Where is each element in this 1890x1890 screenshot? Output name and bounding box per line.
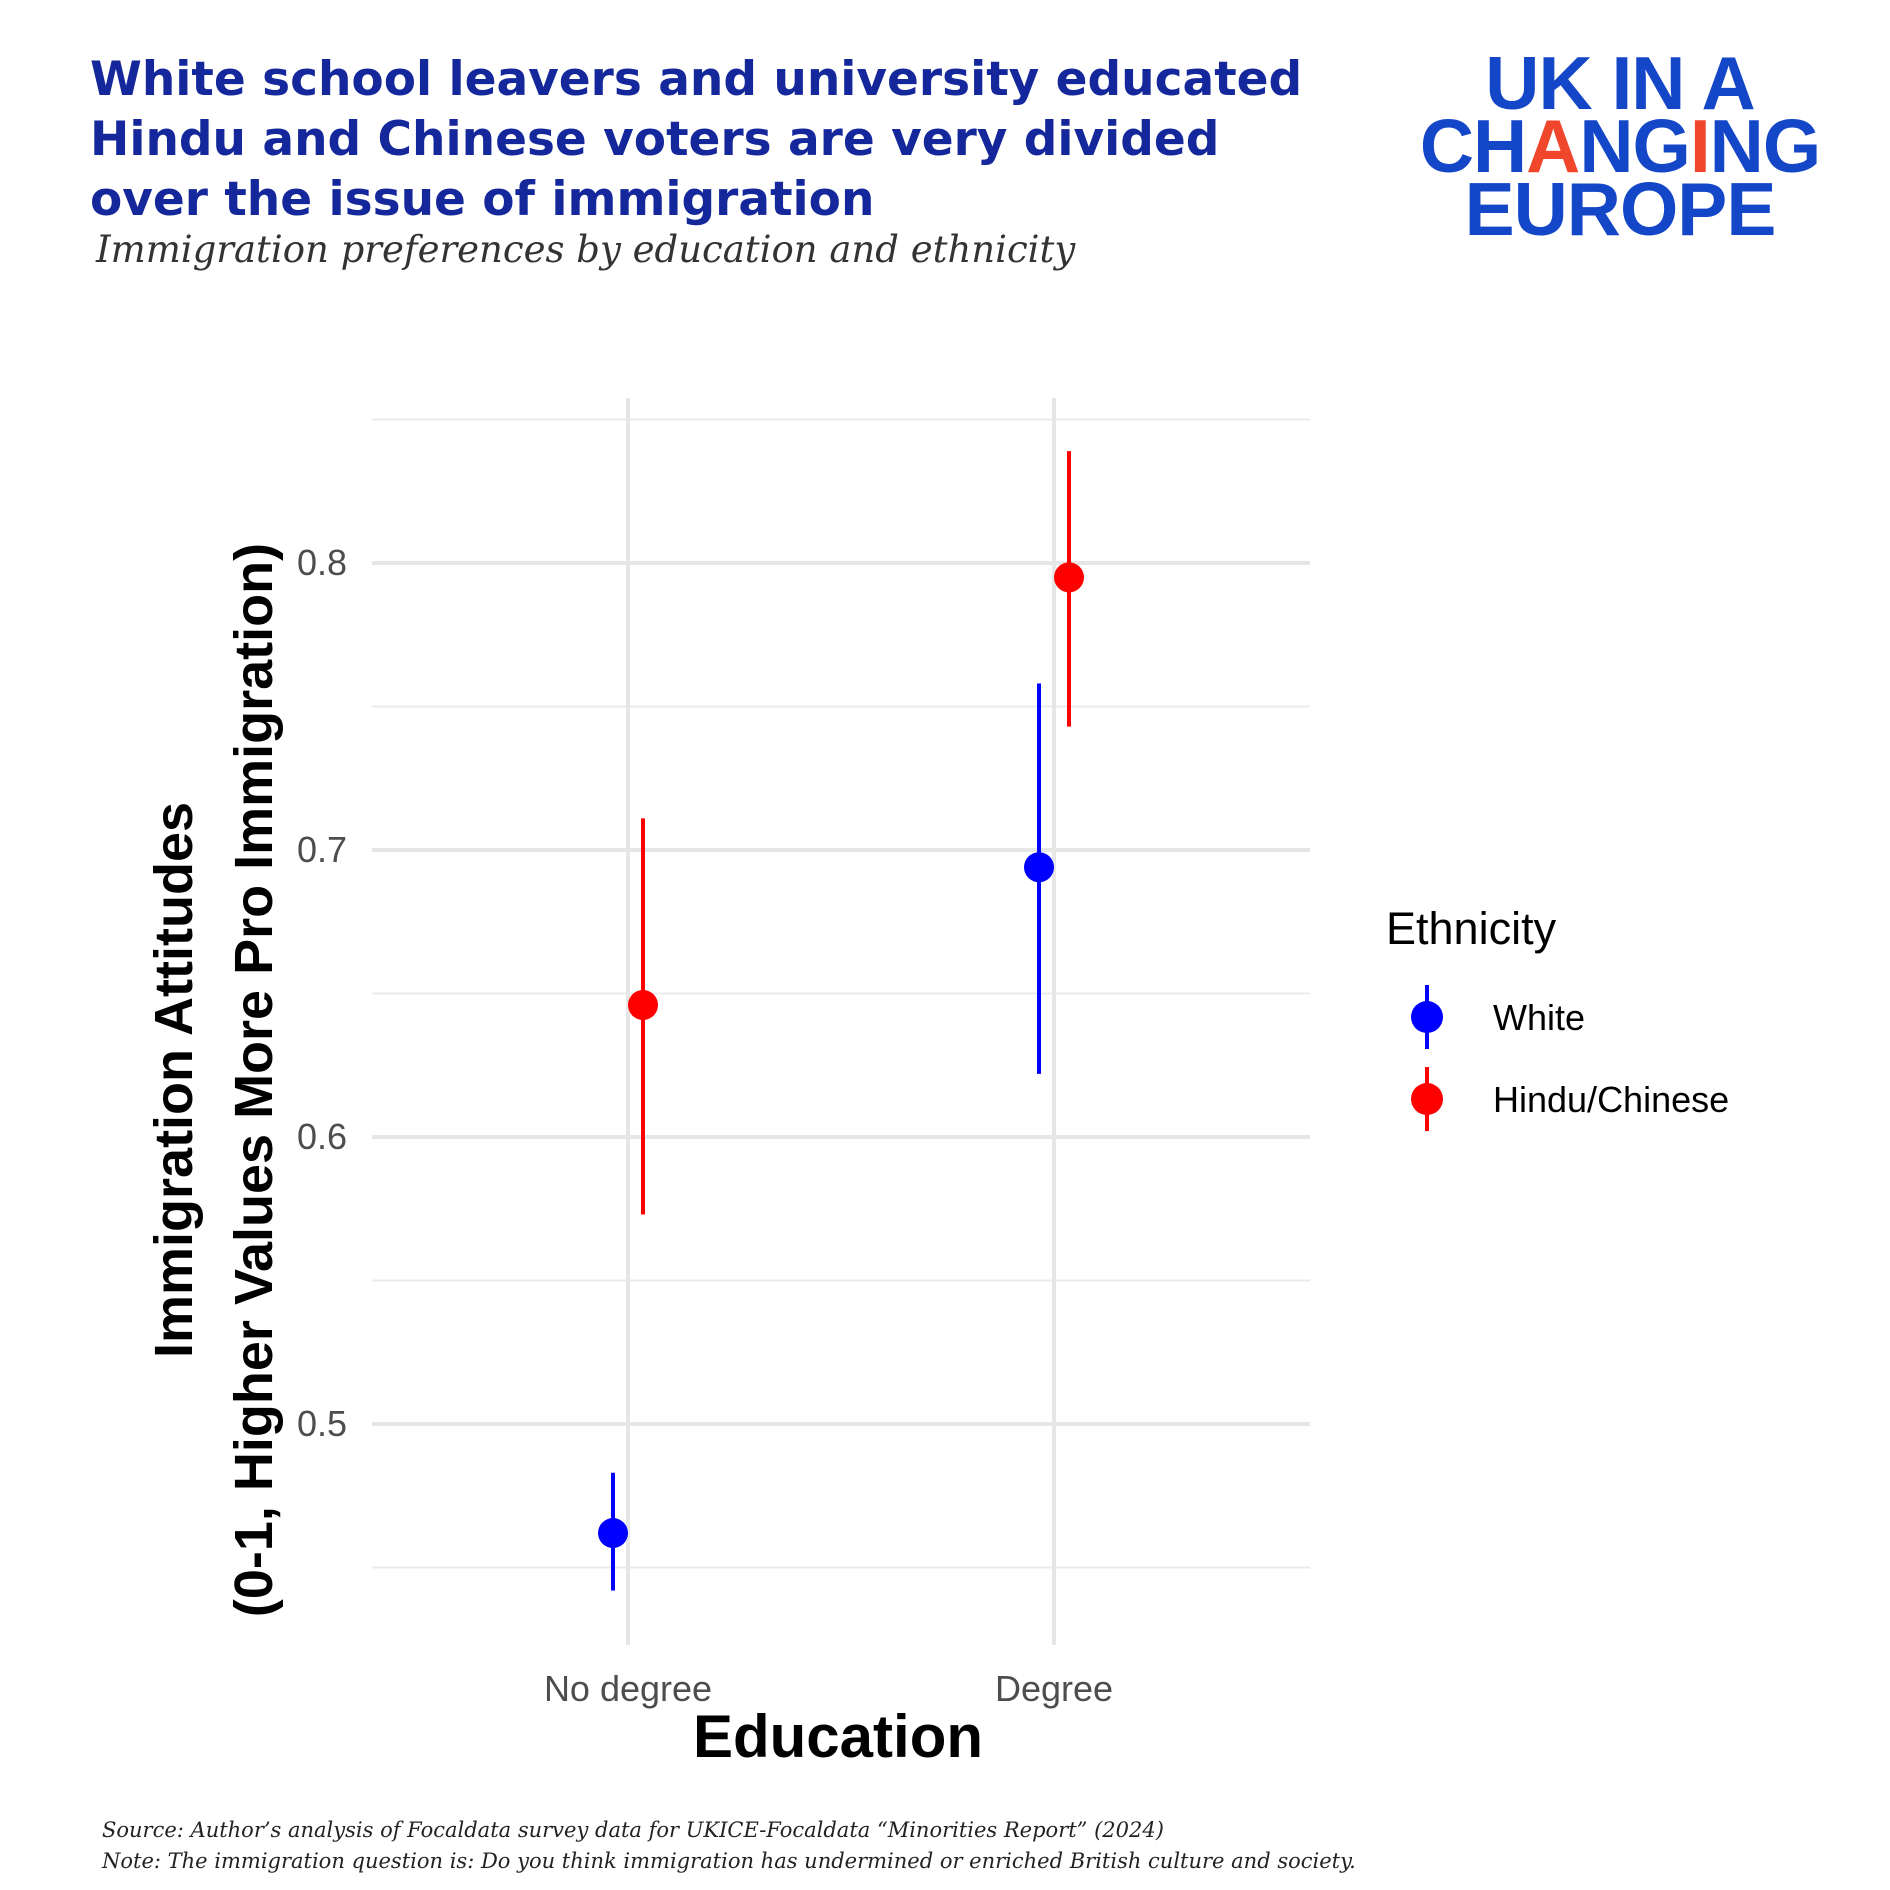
legend-label: White xyxy=(1493,997,1585,1038)
footer-note: Note: The immigration question is: Do yo… xyxy=(102,1849,1356,1873)
data-point xyxy=(1054,562,1084,593)
data-marks xyxy=(598,451,1084,1591)
logo-line-1: UK IN A xyxy=(1485,41,1755,125)
legend-title: Ethnicity xyxy=(1386,903,1557,954)
x-tick-label: No degree xyxy=(544,1668,712,1709)
y-tick-label: 0.8 xyxy=(297,542,347,583)
legend-key-point xyxy=(1411,1001,1443,1033)
legend-label: Hindu/Chinese xyxy=(1493,1079,1729,1120)
data-point xyxy=(628,989,658,1020)
x-axis-ticks: No degree Degree xyxy=(544,1668,1113,1709)
grid-lines xyxy=(372,398,1310,1645)
chart-subtitle: Immigration preferences by education and… xyxy=(96,228,1076,271)
y-tick-label: 0.6 xyxy=(297,1116,347,1157)
ukice-logo: UK IN A CHANGING EUROPE xyxy=(1400,41,1840,251)
y-axis-ticks: 0.5 0.6 0.7 0.8 xyxy=(297,542,347,1444)
x-tick-label: Degree xyxy=(995,1668,1113,1709)
y-tick-label: 0.7 xyxy=(297,829,347,870)
data-point xyxy=(598,1518,628,1549)
logo-line-2: CHANGING xyxy=(1419,104,1821,188)
y-tick-label: 0.5 xyxy=(297,1403,347,1444)
chart-title: White school leavers and university educ… xyxy=(90,52,1303,227)
footer-source: Source: Author’s analysis of Focaldata s… xyxy=(102,1818,1164,1842)
footer: Source: Author’s analysis of Focaldata s… xyxy=(102,1815,1356,1877)
legend: Ethnicity White Hindu/Chinese xyxy=(1386,903,1729,1131)
data-point xyxy=(1024,852,1054,883)
x-axis-label: Education xyxy=(693,1703,983,1770)
y-axis-label-line-1: Immigration Attitudes xyxy=(144,802,204,1358)
logo-line-3: EUROPE xyxy=(1464,167,1777,251)
legend-key-point xyxy=(1411,1083,1443,1115)
y-axis-label-line-2: (0-1, Higher Values More Pro Immigration… xyxy=(224,543,284,1617)
